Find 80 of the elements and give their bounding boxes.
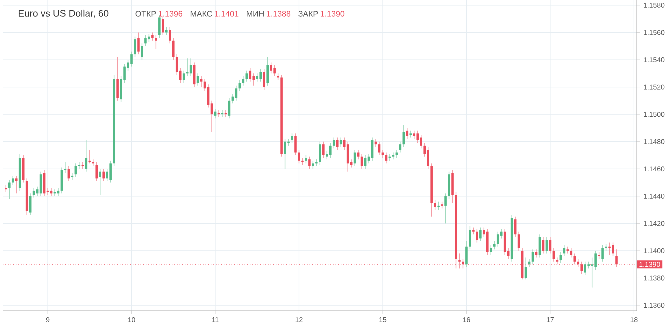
candlestick xyxy=(584,262,587,276)
candlestick xyxy=(329,142,332,159)
candlestick xyxy=(434,200,436,210)
candlestick xyxy=(490,245,492,256)
candlestick xyxy=(64,162,67,174)
candlestick xyxy=(332,137,336,150)
candlestick xyxy=(319,142,322,166)
candlestick xyxy=(392,152,395,160)
candlestick xyxy=(218,110,220,118)
candlestick xyxy=(416,130,420,144)
candlestick xyxy=(469,226,472,250)
candlestick xyxy=(12,176,14,186)
candlestick xyxy=(130,51,133,68)
candlestick xyxy=(221,110,224,118)
candlestick xyxy=(249,68,252,82)
candlestick xyxy=(138,32,140,55)
candlestick xyxy=(448,172,450,200)
candlestick xyxy=(486,228,489,256)
candlestick xyxy=(110,160,112,184)
annotation: ОТКР xyxy=(136,11,156,17)
candlestick xyxy=(322,142,325,159)
candlestick xyxy=(274,65,276,77)
candlestick xyxy=(266,56,269,86)
candlestick xyxy=(480,227,482,242)
candlestick xyxy=(99,168,102,196)
candlestick xyxy=(427,146,430,170)
candlestick xyxy=(378,142,381,156)
candlestick xyxy=(340,137,342,148)
candlestick xyxy=(134,36,136,58)
candlestick xyxy=(496,232,500,248)
candlestick xyxy=(168,26,172,44)
candlestick xyxy=(158,14,161,39)
annotation: 1.1396 xyxy=(159,11,183,17)
candlestick xyxy=(284,138,286,170)
text: Euro vs US Dollar, 60 xyxy=(18,10,109,18)
candlestick xyxy=(591,257,594,288)
annotation: 1.1390 xyxy=(321,11,345,17)
candlestick xyxy=(420,134,423,150)
annotation: МИН xyxy=(247,11,264,17)
candlestick xyxy=(308,156,311,170)
candlestick xyxy=(612,242,614,257)
candlestick xyxy=(574,253,576,265)
candlestick xyxy=(116,56,119,102)
candlestick xyxy=(566,246,570,254)
candlestick xyxy=(141,43,144,60)
candlestick xyxy=(172,38,175,60)
candlestick xyxy=(602,245,604,262)
candlestick xyxy=(291,133,294,144)
candlestick xyxy=(270,62,272,74)
annotation: ЗАКР xyxy=(298,11,318,17)
candlestick xyxy=(200,76,203,88)
candlestick xyxy=(594,250,597,270)
candlestick xyxy=(224,110,228,118)
candlestick xyxy=(476,228,478,244)
candlestick xyxy=(298,150,300,164)
candlestick xyxy=(88,150,92,164)
candlestick xyxy=(78,162,81,170)
candlestick xyxy=(8,180,11,200)
candlestick xyxy=(162,16,164,36)
candlestick xyxy=(452,170,454,204)
candlestick xyxy=(263,69,266,90)
candlestick xyxy=(466,241,468,268)
candlestick xyxy=(155,35,158,50)
candlestick xyxy=(252,73,256,86)
annotation: 1.1388 xyxy=(267,11,291,17)
candlestick xyxy=(102,168,105,182)
candlestick xyxy=(504,228,506,256)
candlestick xyxy=(260,69,262,82)
candlestick xyxy=(294,133,297,156)
candlestick xyxy=(444,193,447,224)
candlestick xyxy=(82,162,84,170)
candlestick xyxy=(71,172,74,180)
candlestick xyxy=(336,137,339,150)
candlestick xyxy=(144,35,147,47)
candlestick xyxy=(96,162,98,182)
annotation: МАКС xyxy=(190,11,212,17)
candlestick xyxy=(570,248,573,258)
annotation: 1.1401 xyxy=(215,11,239,17)
candlestick xyxy=(364,155,367,170)
candlestick xyxy=(15,176,18,194)
